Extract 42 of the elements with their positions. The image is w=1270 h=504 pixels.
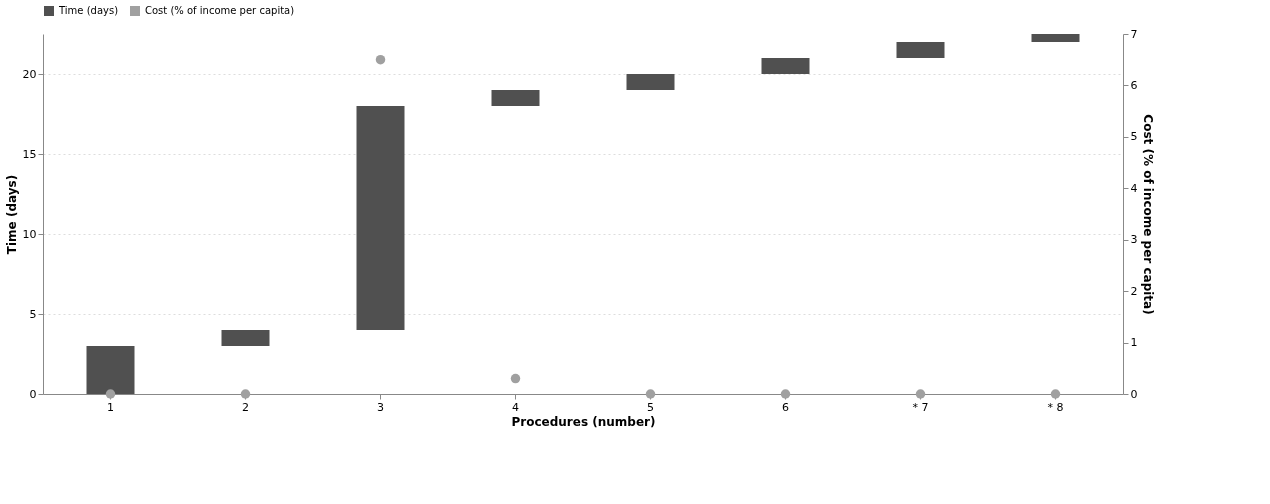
y-tick-label: 15: [22, 147, 37, 161]
y2-tick-label: 2: [1130, 284, 1138, 298]
point: [240, 389, 251, 399]
y2-tick-label: 6: [1130, 78, 1138, 92]
point: [915, 389, 926, 399]
bar: [491, 90, 540, 106]
x-tick-label: * 8: [1047, 400, 1064, 414]
point: [375, 54, 386, 65]
point: [510, 373, 521, 384]
y-tick-label: 5: [29, 307, 37, 321]
x-tick-label: 5: [647, 400, 654, 414]
y2-tick-label: 1: [1130, 336, 1138, 350]
x-tick-label: * 7: [912, 400, 929, 414]
legend-label: Time (days): [58, 5, 119, 16]
point: [105, 389, 116, 399]
bar: [896, 42, 945, 58]
y-axis-title: Time (days): [4, 174, 19, 255]
x-tick-label: 6: [782, 400, 789, 414]
bar: [356, 106, 405, 330]
bar: [86, 346, 135, 394]
bar: [1031, 34, 1080, 42]
y-tick-label: 0: [29, 387, 37, 401]
point: [645, 389, 656, 399]
bar: [626, 74, 675, 90]
point: [1050, 389, 1061, 399]
y-tick-label: 20: [22, 67, 37, 81]
y2-tick-label: 0: [1130, 387, 1138, 401]
x-tick-label: 4: [512, 400, 519, 414]
point: [780, 389, 791, 399]
bar: [221, 330, 270, 346]
x-tick-label: 3: [377, 400, 384, 414]
y2-tick-label: 4: [1130, 181, 1138, 195]
y2-axis-title: Cost (% of income per capita): [1141, 114, 1156, 315]
y-tick-label: 10: [22, 227, 37, 241]
y2-tick-label: 7: [1130, 27, 1138, 41]
y2-tick-label: 5: [1130, 130, 1138, 144]
x-axis-title: Procedures (number): [511, 414, 656, 429]
y2-tick-label: 3: [1130, 233, 1138, 247]
legend-label: Cost (% of income per capita): [145, 5, 295, 16]
x-tick-label: 2: [242, 400, 249, 414]
x-tick-label: 1: [107, 400, 114, 414]
bar: [761, 58, 810, 74]
